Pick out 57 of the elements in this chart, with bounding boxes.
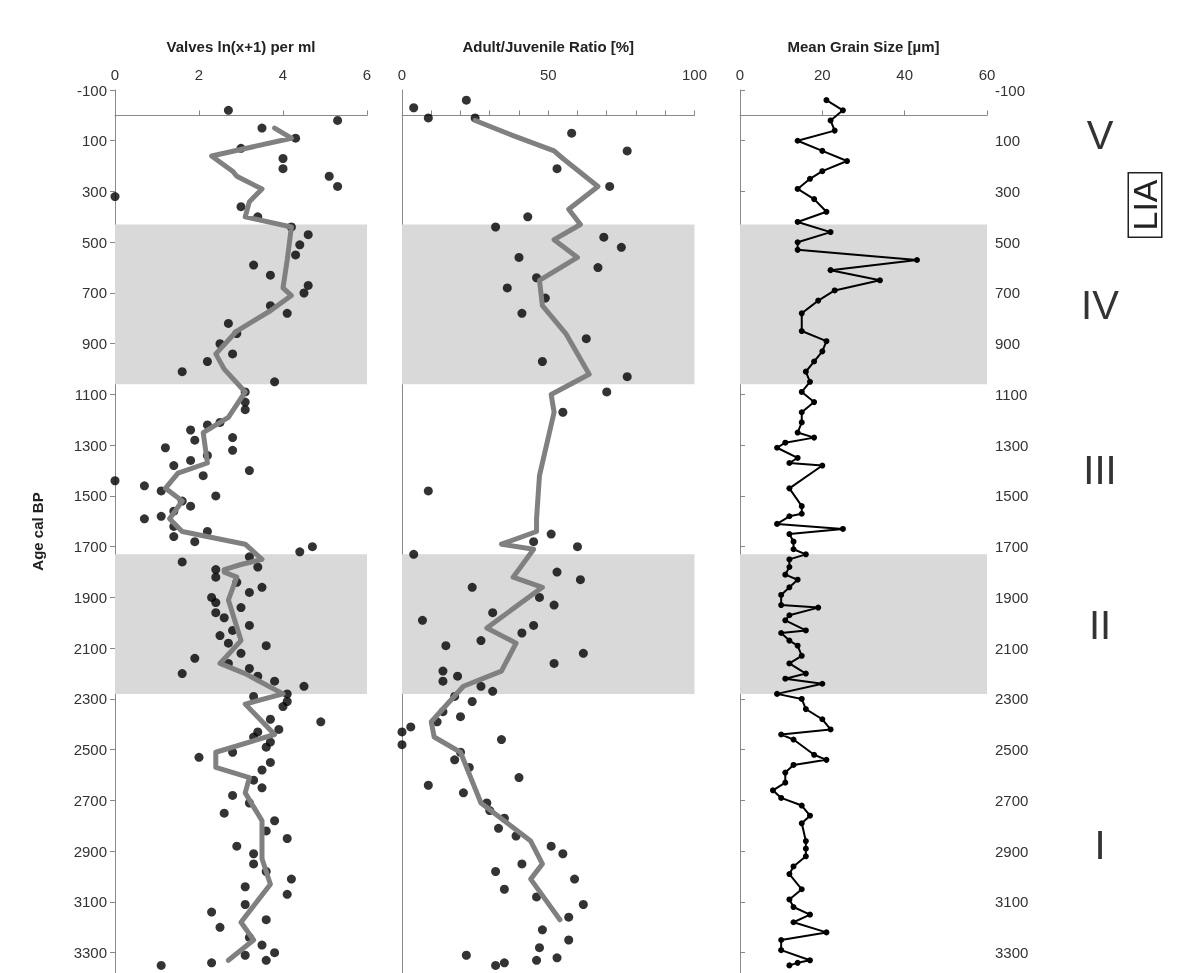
- y-tick-label: 900: [995, 335, 1021, 353]
- y-tick-label: 2300: [995, 690, 1029, 708]
- y-tick-label: 1700: [73, 538, 107, 556]
- x-tick-label: 60: [978, 66, 996, 83]
- y-tick-label: 1500: [73, 487, 107, 505]
- x-tick-label: 0: [110, 66, 120, 83]
- y-tick-label: -100: [995, 81, 1026, 99]
- text: LIA: [1126, 179, 1164, 231]
- text: V: [1086, 113, 1114, 157]
- x-tick-label: 0: [397, 66, 407, 83]
- y-tick-label: 1100: [995, 385, 1028, 403]
- y-tick-label: 700: [81, 284, 107, 302]
- x-tick-label: 2: [194, 66, 204, 83]
- y-tick-label: 500: [995, 233, 1021, 251]
- y-tick-label: 2100: [73, 639, 107, 657]
- y-tick-label: 2900: [73, 842, 107, 860]
- y-tick-label: 300: [81, 182, 107, 200]
- x-tick-label: 50: [539, 66, 557, 83]
- y-tick-label: 2500: [995, 741, 1029, 759]
- y-axis-title: Age cal BP: [29, 492, 46, 571]
- y-tick-label: 2700: [995, 791, 1029, 809]
- x-tick-label: 6: [362, 66, 372, 83]
- x-tick-label: 100: [681, 66, 707, 83]
- y-tick-label: 3100: [995, 893, 1029, 911]
- x-axis-title: Valves ln(x+1) per ml: [166, 38, 316, 55]
- x-tick-label: 20: [813, 66, 831, 83]
- y-tick-label: -100: [76, 81, 107, 99]
- x-axis-title: Mean Grain Size [µm]: [787, 38, 940, 55]
- y-tick-label: 100: [81, 132, 107, 150]
- x-tick-label: 40: [896, 66, 914, 83]
- text: II: [1088, 603, 1112, 647]
- y-tick-label: 2900: [995, 842, 1029, 860]
- y-tick-label: 2300: [73, 690, 107, 708]
- y-tick-label: 100: [995, 132, 1021, 150]
- y-tick-label: 3300: [995, 944, 1029, 962]
- y-tick-label: 2100: [995, 639, 1029, 657]
- y-tick-label: 1900: [73, 588, 107, 606]
- y-tick-label: 300: [995, 182, 1021, 200]
- text: III: [1083, 448, 1117, 492]
- y-tick-label: 900: [81, 335, 107, 353]
- y-tick-label: 1100: [74, 385, 107, 403]
- y-tick-label: 1300: [995, 436, 1029, 454]
- x-tick-label: 4: [278, 66, 288, 83]
- y-tick-label: 3300: [73, 944, 107, 962]
- y-tick-label: 1300: [73, 436, 107, 454]
- y-tick-label: 2700: [73, 791, 107, 809]
- text: I: [1094, 823, 1106, 867]
- text: IV: [1081, 283, 1120, 327]
- y-tick-label: 500: [81, 233, 107, 251]
- y-tick-label: 1500: [995, 487, 1029, 505]
- x-tick-label: 0: [735, 66, 745, 83]
- y-tick-label: 3100: [73, 893, 107, 911]
- x-axis-title: Adult/Juvenile Ratio [%]: [462, 38, 635, 55]
- y-tick-label: 2500: [73, 741, 107, 759]
- y-tick-label: 1900: [995, 588, 1029, 606]
- y-tick-label: 700: [995, 284, 1021, 302]
- y-tick-label: 1700: [995, 538, 1029, 556]
